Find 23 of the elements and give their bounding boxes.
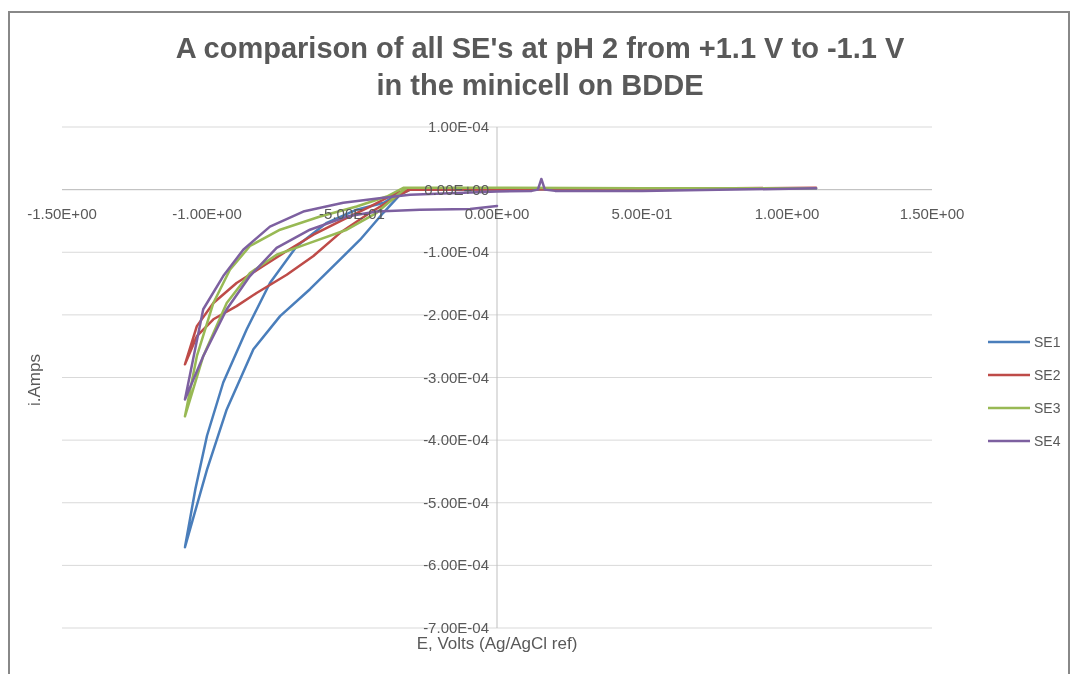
x-tick-label: 5.00E-01 (611, 204, 673, 222)
y-tick-label: -5.00E-04 (423, 493, 489, 511)
legend-label: SE1 (1034, 334, 1061, 350)
y-tick-label: 0.00E+00 (424, 180, 489, 198)
legend-label: SE3 (1034, 400, 1061, 416)
y-tick-label: -4.00E-04 (423, 431, 489, 449)
x-tick-label: 1.00E+00 (754, 204, 820, 222)
x-tick-label: -1.50E+00 (27, 204, 97, 222)
y-tick-label: 1.00E-04 (428, 118, 489, 135)
y-tick-label: -7.00E-04 (423, 619, 489, 636)
legend-label: SE4 (1034, 433, 1061, 449)
x-tick-label: 1.50E+00 (899, 204, 965, 222)
y-tick-label: -3.00E-04 (423, 368, 489, 386)
x-tick-label: 0.00E+00 (464, 204, 530, 222)
y-axis-title: i.Amps (25, 354, 44, 406)
x-tick-label: -5.00E-01 (319, 204, 385, 222)
x-tick-label: -1.00E+00 (172, 204, 242, 222)
x-axis-title: E, Volts (Ag/AgCl ref) (416, 634, 578, 653)
legend-label: SE2 (1034, 367, 1061, 383)
y-tick-label: -6.00E-04 (423, 556, 489, 574)
y-tick-label: -1.00E-04 (423, 243, 489, 261)
y-tick-label: -2.00E-04 (423, 305, 489, 323)
chart-title: A comparison of all SE's at pH 2 from +1.1 V to -1.1 V in the minicell on BDDE (175, 32, 905, 101)
